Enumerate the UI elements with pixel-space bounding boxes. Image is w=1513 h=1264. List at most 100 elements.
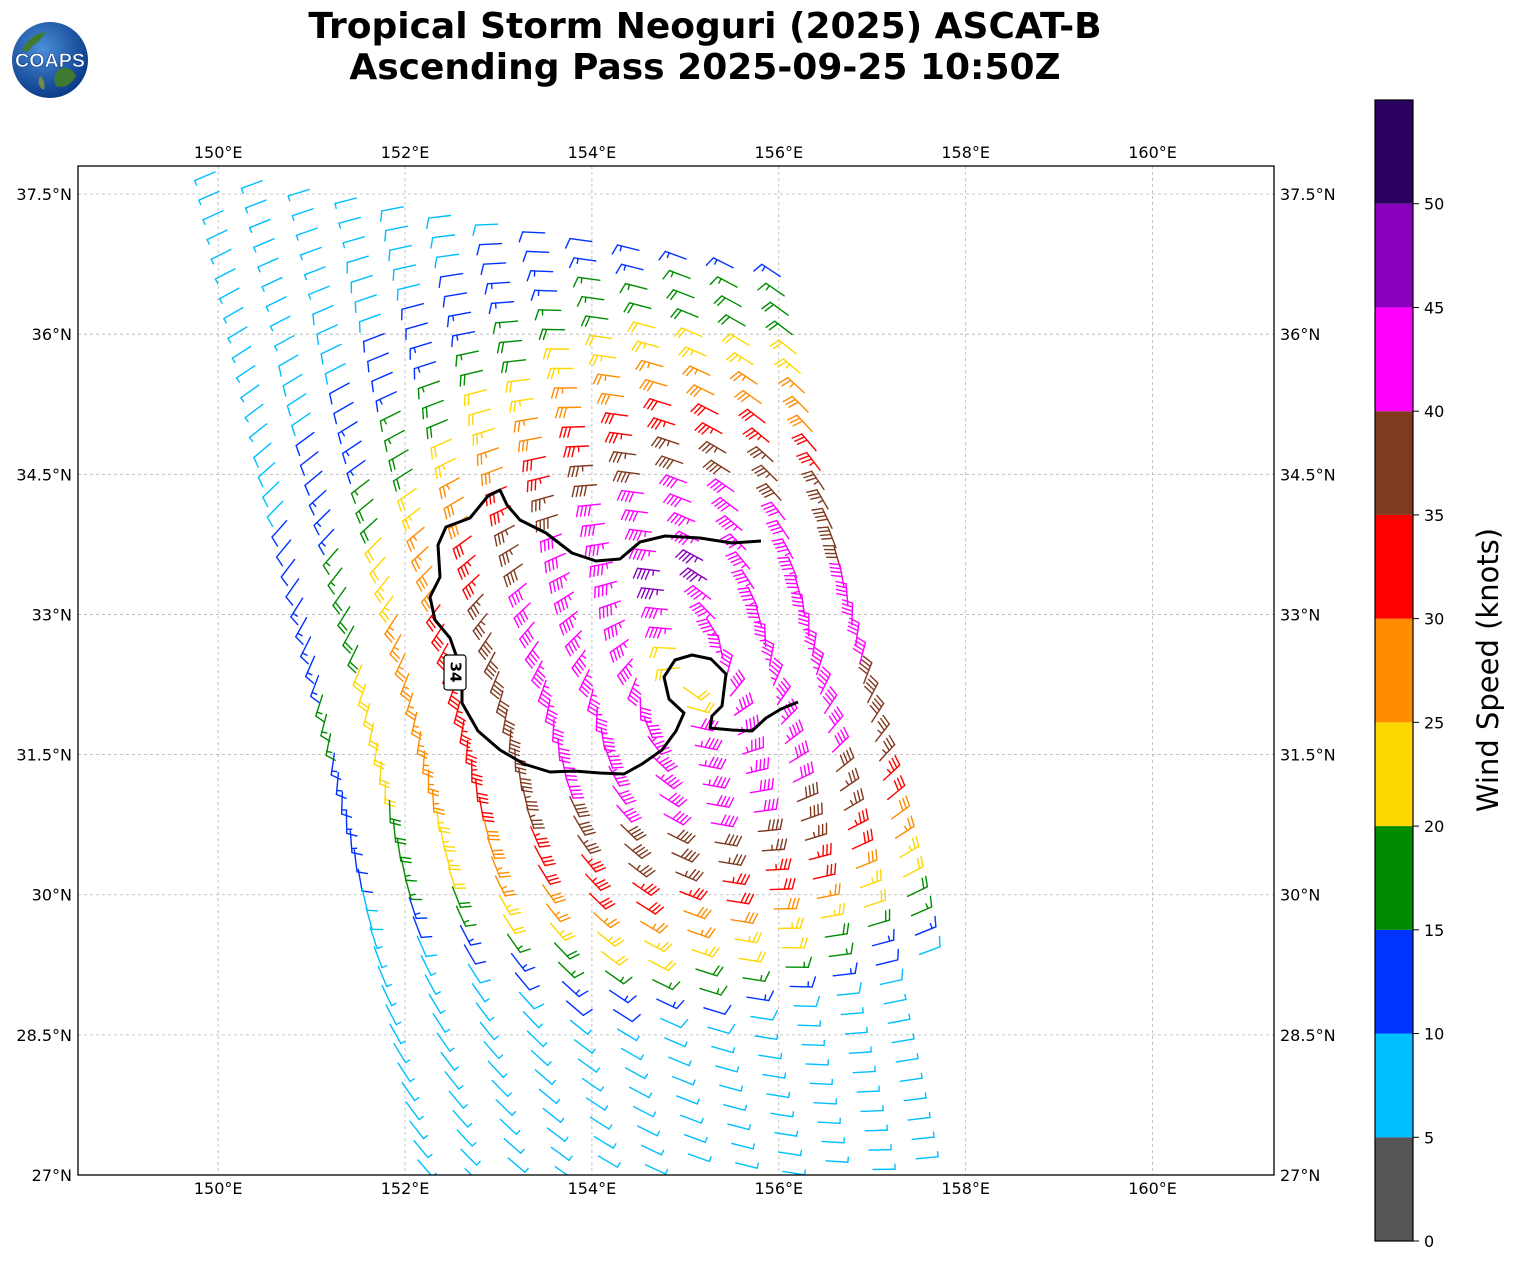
barb-shaft [715, 1065, 738, 1073]
barb-feather [453, 722, 464, 730]
wind-barb [679, 567, 708, 582]
barb-feather [391, 458, 396, 470]
wind-barb [392, 468, 413, 492]
barb-shaft [316, 324, 338, 335]
barb-half-feather [273, 345, 278, 352]
barb-feather [748, 893, 755, 905]
wind-barb [475, 1002, 495, 1022]
barb-feather [669, 779, 680, 787]
barb-feather [418, 578, 426, 589]
barb-feather [611, 766, 624, 769]
barb-feather [592, 354, 599, 366]
barb-feather [870, 828, 874, 841]
barb-feather [509, 571, 515, 583]
wind-barb [278, 354, 299, 377]
wind-barb [603, 619, 626, 641]
wind-barb [538, 1088, 561, 1104]
barb-half-feather [198, 199, 202, 206]
barb-half-feather [451, 691, 458, 695]
wind-barb [791, 433, 817, 452]
barb-feather [491, 687, 501, 696]
lat-tick-label-left: 36°N [32, 325, 72, 344]
wind-barb [417, 1159, 437, 1175]
wind-barb [715, 1065, 740, 1073]
barb-feather [607, 755, 620, 758]
wind-barb [766, 1091, 791, 1099]
barb-feather [522, 460, 525, 473]
wind-barb [357, 683, 369, 712]
wind-barb [690, 718, 719, 732]
barb-feather [638, 849, 649, 857]
lat-tick-label-right: 36°N [1280, 325, 1320, 344]
wind-barb [891, 1033, 915, 1044]
barb-feather [514, 591, 520, 603]
barb-feather [782, 395, 794, 403]
barb-half-feather [404, 1059, 411, 1064]
wind-barb [715, 515, 743, 531]
wind-barb [674, 327, 703, 339]
wind-barb [415, 565, 433, 592]
barb-feather [640, 549, 647, 561]
barb-feather [484, 640, 493, 651]
barb-feather [324, 373, 329, 385]
barb-feather [394, 673, 404, 682]
wind-barb [472, 427, 495, 447]
barb-feather [411, 561, 418, 572]
wind-barb [835, 580, 849, 607]
barb-feather [639, 711, 652, 716]
barb-half-feather [248, 226, 253, 234]
barb-feather [451, 525, 456, 538]
lon-tick-label-top: 160°E [1128, 143, 1177, 162]
wind-barb [822, 545, 841, 568]
lon-tick-label-bottom: 152°E [381, 1179, 430, 1198]
wind-barb [534, 309, 562, 321]
wind-barb [459, 924, 482, 946]
barb-feather [708, 756, 715, 768]
barb-half-feather [584, 296, 587, 303]
barb-feather [595, 721, 608, 727]
barb-half-feather [345, 450, 350, 457]
barb-feather [672, 810, 682, 820]
barb-feather [724, 1004, 732, 1015]
barb-half-feather [353, 490, 359, 496]
barb-feather [524, 632, 532, 643]
wind-barb [651, 436, 680, 449]
wind-barb [612, 785, 637, 805]
barb-feather [488, 302, 493, 315]
barb-feather [843, 726, 850, 738]
barb-half-feather [379, 586, 385, 592]
barb-half-feather [412, 535, 418, 541]
barb-feather [567, 446, 572, 458]
wind-barb [285, 578, 300, 606]
barb-feather [617, 674, 624, 686]
barb-half-feather [789, 571, 796, 575]
barb-feather [759, 779, 763, 792]
wind-barb [380, 206, 405, 222]
barb-shaft [825, 1160, 849, 1163]
barb-half-feather [745, 746, 749, 753]
barb-half-feather [700, 1117, 704, 1124]
barb-feather [709, 645, 722, 649]
barb-feather [619, 671, 627, 683]
barb-feather [699, 890, 708, 901]
barb-feather [679, 831, 689, 841]
barb-feather [670, 496, 679, 506]
barb-feather [627, 698, 638, 707]
barb-feather [682, 365, 691, 375]
barb-feather [552, 580, 556, 593]
wind-barb [495, 690, 510, 719]
barb-half-feather [398, 666, 404, 670]
barb-feather [752, 913, 759, 924]
barb-feather [595, 867, 607, 873]
barb-half-feather [672, 1001, 676, 1008]
wind-barb [733, 692, 754, 716]
barb-feather [869, 675, 879, 684]
barb-feather [566, 950, 578, 957]
wind-barb [377, 965, 393, 988]
wind-barb [371, 371, 393, 393]
wind-barb [703, 1004, 732, 1015]
barb-feather [752, 716, 756, 728]
barb-half-feather [620, 433, 623, 440]
barb-feather [567, 426, 572, 438]
